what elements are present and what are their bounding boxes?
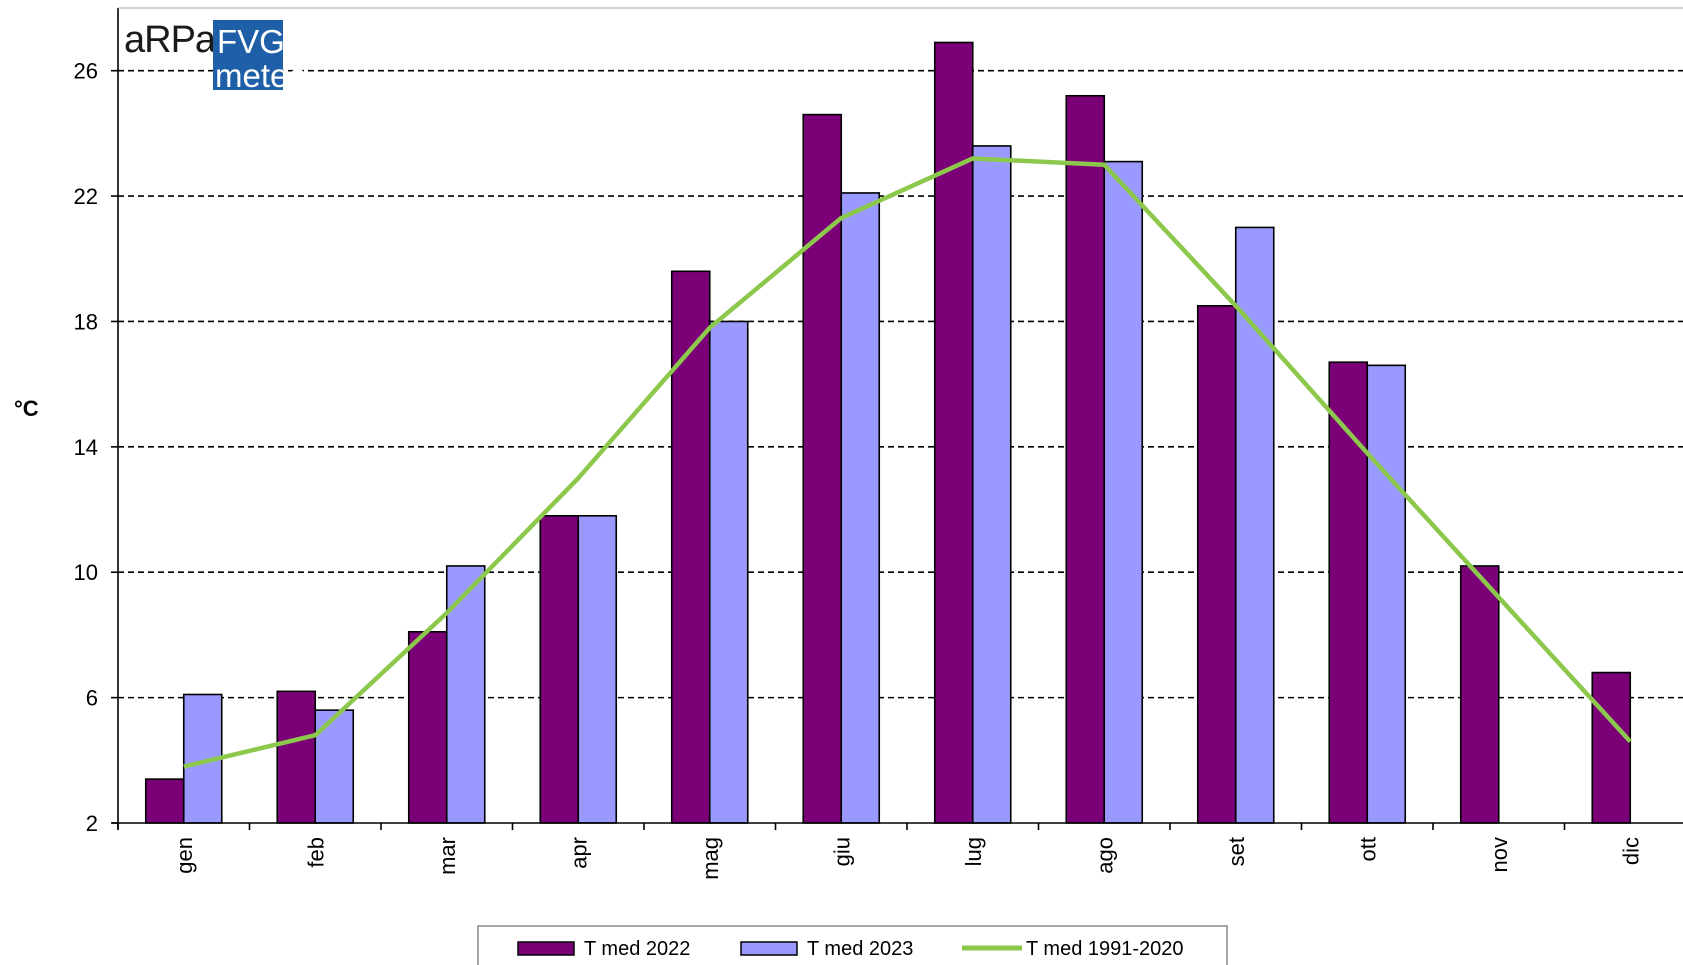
- x-tick-label-apr: apr: [566, 837, 591, 869]
- y-tick-label-18: 18: [74, 309, 98, 334]
- y-tick-label-6: 6: [86, 686, 98, 711]
- bar-t-med-2022-ago: [1065, 94, 1106, 824]
- x-tick-label-ott: ott: [1355, 837, 1380, 861]
- bar-t-med-2022-feb: [276, 690, 317, 824]
- bar-t-med-2023-feb: [314, 709, 355, 824]
- grid-layer: [118, 69, 1683, 699]
- logo-box-top-text: FVG: [217, 23, 285, 60]
- bar-t-med-2023-apr: [577, 515, 618, 824]
- legend-label-2023: T med 2023: [807, 938, 913, 960]
- legend-swatch-2022: [517, 941, 575, 956]
- x-tick-label-lug: lug: [961, 837, 986, 866]
- legend-swatch-2023: [740, 941, 798, 956]
- y-tick-label-2: 2: [86, 811, 98, 836]
- y-tick-label-26: 26: [74, 59, 98, 84]
- y-tick-label-10: 10: [74, 560, 98, 585]
- y-tick-label-14: 14: [74, 435, 98, 460]
- legend-label-1991-2020: T med 1991-2020: [1026, 938, 1184, 960]
- bar-t-med-2023-ott: [1366, 364, 1407, 824]
- bar-t-med-2023-giu: [840, 192, 881, 824]
- bar-t-med-2023-lug: [971, 145, 1012, 824]
- bar-t-med-2023-set: [1234, 226, 1275, 824]
- bar-t-med-2022-apr: [539, 515, 580, 824]
- bar-t-med-2023-ago: [1103, 160, 1144, 824]
- x-tick-label-mag: mag: [698, 837, 723, 880]
- logo-left-text: aRPa: [124, 19, 217, 61]
- x-tick-label-mar: mar: [435, 837, 460, 875]
- bar-t-med-2022-ott: [1328, 361, 1369, 824]
- legend: T med 2022 T med 2023 T med 1991-2020: [477, 925, 1228, 965]
- line-layer: [183, 156, 1632, 769]
- x-tick-labels: gen feb mar apr mag giu lug ago set ott nov dic: [172, 837, 1644, 880]
- bar-t-med-2022-dic: [1591, 671, 1632, 824]
- bar-t-med-2022-nov: [1459, 565, 1500, 824]
- x-tick-label-gen: gen: [172, 837, 197, 874]
- bar-t-med-2022-gen: [144, 778, 185, 824]
- y-tick-label-22: 22: [74, 184, 98, 209]
- bar-t-med-2023-mag: [708, 320, 749, 824]
- x-tick-label-giu: giu: [829, 837, 854, 866]
- logo-box: [213, 20, 283, 90]
- legend-frame: [477, 925, 1228, 965]
- y-axis-label: °C: [14, 396, 39, 421]
- x-tick-label-feb: feb: [303, 837, 328, 868]
- line-series-t-med-1991-2020: [183, 156, 1632, 769]
- bar-t-med-2022-mar: [407, 630, 448, 824]
- bar-t-med-2022-mag: [670, 270, 711, 824]
- x-tick-label-nov: nov: [1487, 837, 1512, 872]
- arpa-fvg-meteo-logo: aRPa FVG meteo: [124, 19, 307, 94]
- x-tick-label-ago: ago: [1092, 837, 1117, 874]
- x-tick-label-set: set: [1224, 837, 1249, 866]
- logo-box-bottom-text: meteo: [215, 57, 307, 94]
- bar-layer: [144, 41, 1632, 824]
- legend-label-2022: T med 2022: [584, 938, 690, 960]
- axis-layer: [111, 7, 1683, 830]
- bar-t-med-2022-set: [1196, 304, 1237, 824]
- x-tick-label-dic: dic: [1618, 837, 1643, 865]
